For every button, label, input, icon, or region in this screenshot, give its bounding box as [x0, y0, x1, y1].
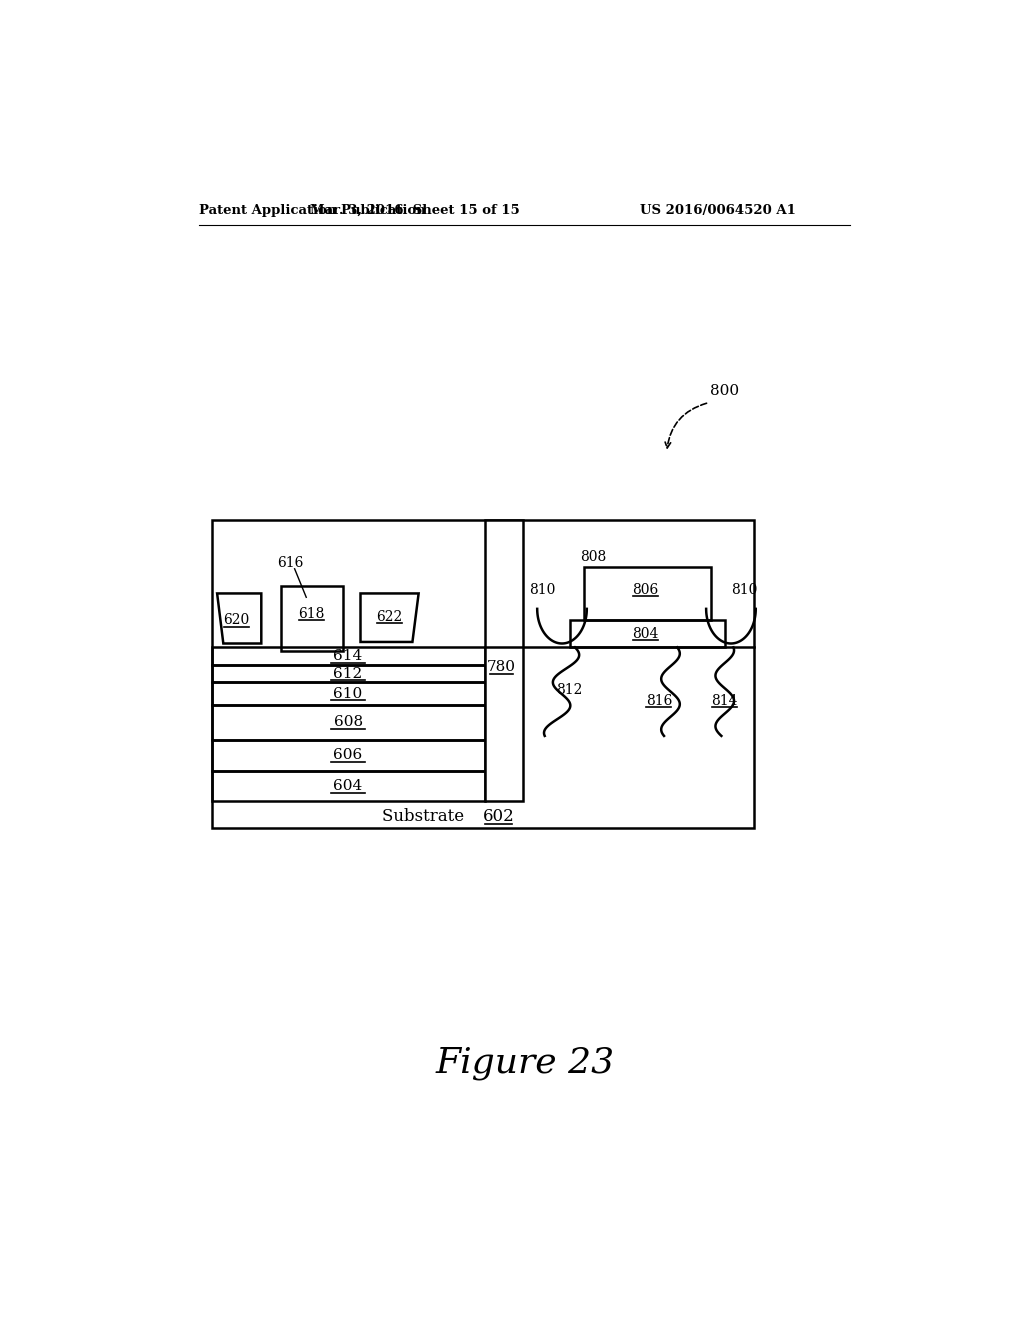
- Text: 808: 808: [580, 550, 606, 564]
- Bar: [212, 682, 484, 705]
- Text: 616: 616: [278, 556, 304, 570]
- Text: 804: 804: [633, 627, 658, 642]
- Bar: [212, 665, 484, 682]
- Bar: [584, 566, 711, 620]
- Text: 614: 614: [334, 649, 362, 663]
- Text: 606: 606: [334, 748, 362, 762]
- Text: Mar. 3, 2016  Sheet 15 of 15: Mar. 3, 2016 Sheet 15 of 15: [310, 205, 519, 218]
- Text: 604: 604: [334, 779, 362, 793]
- Bar: [212, 705, 484, 739]
- Text: Patent Application Publication: Patent Application Publication: [200, 205, 426, 218]
- Bar: [484, 520, 523, 801]
- Bar: [212, 739, 484, 771]
- Text: 810: 810: [529, 582, 556, 597]
- Text: 812: 812: [557, 682, 583, 697]
- Text: 810: 810: [731, 582, 758, 597]
- Text: Figure 23: Figure 23: [435, 1047, 614, 1080]
- Bar: [212, 520, 755, 829]
- Text: 800: 800: [711, 384, 739, 397]
- Text: 612: 612: [334, 667, 362, 681]
- Text: 814: 814: [712, 694, 738, 709]
- Bar: [212, 771, 484, 801]
- Text: US 2016/0064520 A1: US 2016/0064520 A1: [640, 205, 796, 218]
- Text: Substrate: Substrate: [382, 808, 469, 825]
- Text: 622: 622: [376, 610, 402, 624]
- Text: 602: 602: [482, 808, 514, 825]
- Text: 806: 806: [633, 582, 658, 597]
- Text: 618: 618: [298, 607, 325, 622]
- Text: 816: 816: [646, 694, 672, 709]
- Text: 608: 608: [334, 715, 362, 730]
- Bar: [212, 647, 484, 665]
- Bar: [282, 586, 343, 651]
- Text: 780: 780: [487, 660, 516, 673]
- Text: 610: 610: [334, 686, 362, 701]
- Text: 620: 620: [223, 614, 250, 627]
- Bar: [569, 620, 725, 647]
